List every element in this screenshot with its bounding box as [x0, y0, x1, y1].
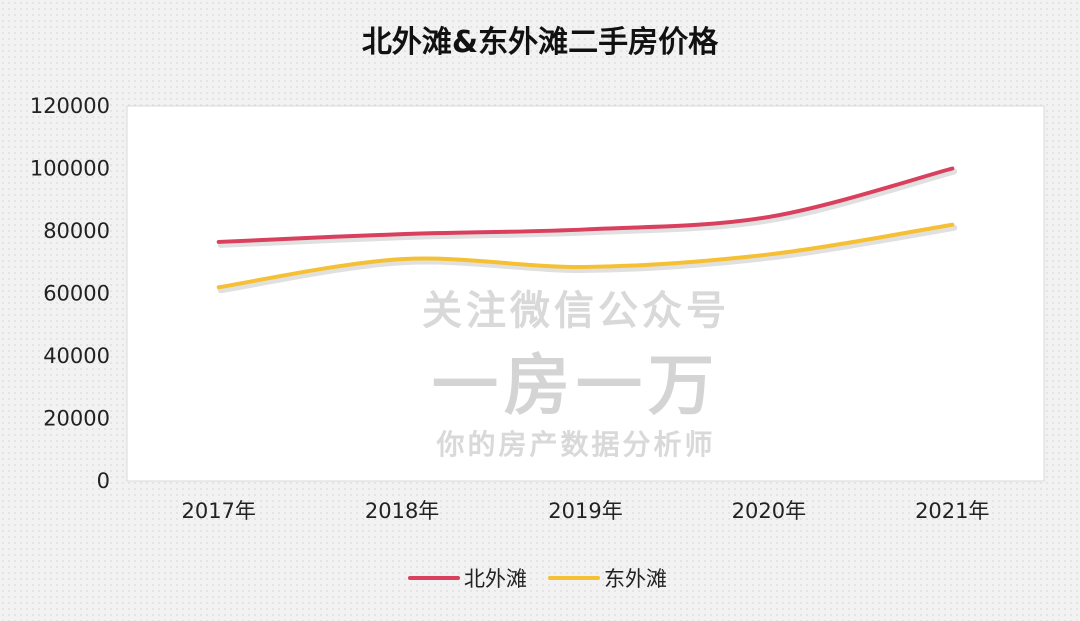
y-tick-label: 100000 — [30, 157, 110, 181]
series-line-shadow — [217, 168, 958, 248]
y-tick-label: 20000 — [43, 407, 110, 431]
x-tick-label: 2019年 — [548, 499, 622, 523]
watermark-line3: 你的房产数据分析师 — [435, 428, 715, 461]
watermark-line1: 关注微信公众号 — [422, 288, 730, 334]
y-tick-label: 120000 — [30, 94, 110, 118]
plot-area — [126, 105, 1045, 482]
x-tick-label: 2020年 — [732, 499, 806, 523]
watermark: 关注微信公众号 一房一万 你的房产数据分析师 — [422, 288, 730, 461]
chart-title: 北外滩&东外滩二手房价格 — [362, 25, 719, 60]
legend-label: 东外滩 — [604, 567, 667, 591]
x-axis-ticks: 2017年 2018年 2019年 2020年 2021年 — [181, 499, 989, 523]
y-tick-label: 60000 — [43, 282, 110, 306]
series-line-1 — [216, 166, 955, 244]
legend-label: 北外滩 — [464, 567, 527, 591]
y-tick-label: 0 — [97, 469, 110, 493]
series-lines — [216, 166, 958, 294]
legend: 北外滩 东外滩 — [408, 567, 667, 591]
y-tick-label: 40000 — [43, 344, 110, 368]
series-line-2 — [216, 222, 955, 290]
x-tick-label: 2017年 — [181, 499, 255, 523]
y-tick-label: 80000 — [43, 219, 110, 243]
series-line-shadow — [217, 224, 958, 294]
x-tick-label: 2021年 — [915, 499, 989, 523]
y-axis-ticks: 0 20000 40000 60000 80000 100000 120000 — [30, 94, 110, 493]
watermark-line2: 一房一万 — [432, 347, 720, 424]
x-tick-label: 2018年 — [365, 499, 439, 523]
